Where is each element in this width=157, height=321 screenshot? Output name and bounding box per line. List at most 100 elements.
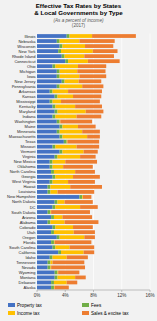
bar-segment xyxy=(37,100,50,104)
bar-segment xyxy=(53,245,56,249)
bar-segment xyxy=(53,260,85,264)
bar-segment xyxy=(60,39,80,43)
bar-segment xyxy=(82,84,103,88)
bar-segment xyxy=(37,110,55,114)
tick-mark xyxy=(121,290,122,292)
bar-segment xyxy=(78,125,96,129)
bar-segment xyxy=(37,79,62,83)
bar-segment xyxy=(73,94,101,98)
bar-segment xyxy=(37,39,57,43)
bar-segment xyxy=(53,160,66,164)
bar-segment xyxy=(80,155,96,159)
bar-segment xyxy=(51,286,54,290)
tick-label: 12% xyxy=(117,293,126,298)
bar-segment xyxy=(37,105,53,109)
bar-segment xyxy=(37,200,55,204)
bar-segment xyxy=(85,44,113,48)
bar-segment xyxy=(79,79,102,83)
bar-segment xyxy=(37,89,50,93)
bar-segment xyxy=(70,185,102,189)
bar-segment xyxy=(80,205,98,209)
bar-segment xyxy=(93,49,118,53)
bar-segment xyxy=(37,230,51,234)
bar-segment xyxy=(51,240,54,244)
bar-segment xyxy=(55,245,69,249)
bar-segment xyxy=(37,210,48,214)
bar-segment xyxy=(67,255,88,259)
bar-segment xyxy=(55,271,58,275)
bar-segment xyxy=(57,84,60,88)
bar-segment xyxy=(37,84,57,88)
bar-segment xyxy=(51,210,90,214)
bar-segment xyxy=(37,59,65,63)
bar-segment xyxy=(57,276,75,280)
title: Effective Tax Rates by States& Local Gov… xyxy=(34,2,123,16)
bar-segment xyxy=(62,135,87,139)
bar-segment xyxy=(53,225,56,229)
bar-segment xyxy=(37,115,53,119)
bar-segment xyxy=(73,175,100,179)
bar-segment xyxy=(55,240,92,244)
bar-segment xyxy=(55,155,58,159)
bar-segment xyxy=(53,255,67,259)
bar-segment xyxy=(75,170,95,174)
bar-segment xyxy=(37,240,51,244)
bar-segment xyxy=(68,180,95,184)
bar-segment xyxy=(37,205,53,209)
bar-segment xyxy=(50,260,52,264)
bar-segment xyxy=(55,94,58,98)
bar-segment xyxy=(53,175,56,179)
tick-mark xyxy=(65,290,66,292)
bar-segment xyxy=(73,225,93,229)
background xyxy=(0,0,157,321)
bar-segment xyxy=(37,120,57,124)
bar-segment xyxy=(60,74,80,78)
bar-segment xyxy=(37,190,48,194)
bar-segment xyxy=(37,170,51,174)
legend-label: Property tax xyxy=(17,303,42,308)
bar-segment xyxy=(68,89,102,93)
bar-segment xyxy=(37,271,55,275)
bar-segment xyxy=(65,160,97,164)
bar-segment xyxy=(37,160,50,164)
bar-segment xyxy=(62,44,85,48)
bar-segment xyxy=(55,200,58,204)
bar-segment xyxy=(65,79,79,83)
bar-segment xyxy=(50,255,53,259)
bar-segment xyxy=(37,69,57,73)
bar-segment xyxy=(37,125,60,129)
bar-segment xyxy=(37,175,53,179)
bar-segment xyxy=(37,220,48,224)
bar-segment xyxy=(61,100,100,104)
bar-segment xyxy=(37,225,53,229)
bar-segment xyxy=(54,170,75,174)
tick-mark xyxy=(150,290,151,292)
bar-segment xyxy=(50,165,53,169)
bar-segment xyxy=(54,230,74,234)
bar-segment xyxy=(57,39,60,43)
grid-line xyxy=(121,34,122,291)
bar-segment xyxy=(51,170,54,174)
bar-segment xyxy=(37,135,60,139)
tick-label: 8% xyxy=(90,293,97,298)
bar-segment xyxy=(50,160,53,164)
bar-segment xyxy=(75,276,86,280)
bar-segment xyxy=(65,220,99,224)
bar-segment xyxy=(58,250,61,254)
bar-segment xyxy=(68,59,88,63)
legend-swatch xyxy=(82,303,89,307)
bar-segment xyxy=(60,235,85,239)
legend: Property taxFeesIncome taxSales & excise… xyxy=(8,303,129,316)
bar-segment xyxy=(53,165,64,169)
bar-segment xyxy=(55,175,73,179)
bar-segment xyxy=(50,220,64,224)
bar-segment xyxy=(37,195,79,199)
bar-segment xyxy=(37,34,67,38)
bar-segment xyxy=(67,281,78,285)
bar-segment xyxy=(37,250,58,254)
bar-segment xyxy=(37,286,51,290)
bar-segment xyxy=(37,215,51,219)
bar-segment xyxy=(55,276,58,280)
bar-segment xyxy=(60,150,63,154)
bar-segment xyxy=(60,135,63,139)
